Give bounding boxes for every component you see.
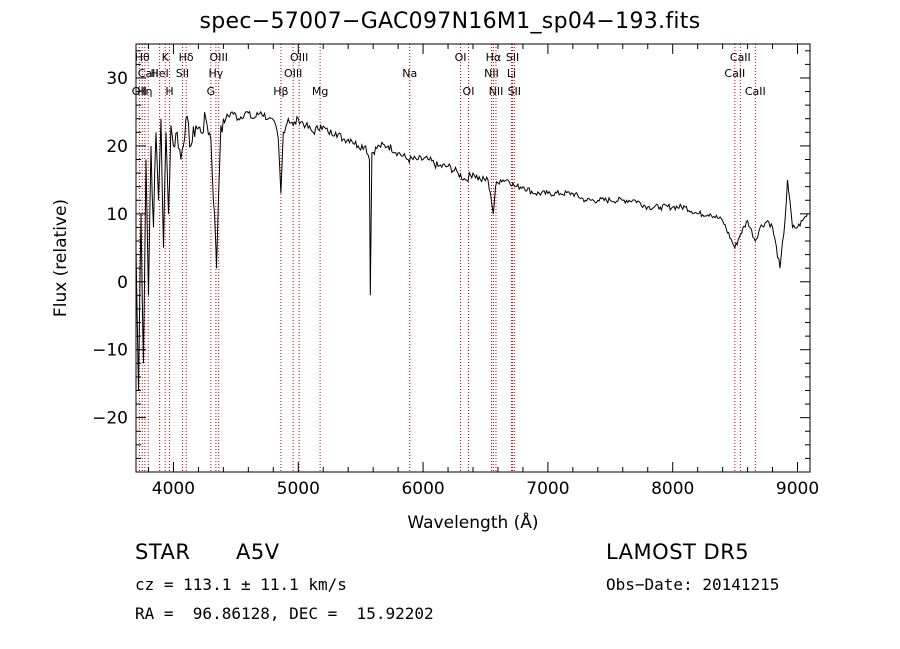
y-tick-label: 0 bbox=[117, 273, 128, 293]
spectral-line-label: NII bbox=[484, 67, 499, 80]
x-tick-label: 6000 bbox=[401, 479, 444, 499]
spectral-line-label: NII bbox=[489, 85, 504, 98]
spectral-line-label: CaII bbox=[745, 85, 766, 98]
x-tick-label: 4000 bbox=[152, 479, 195, 499]
spectral-line-label: SII bbox=[176, 67, 189, 80]
y-tick-label: −10 bbox=[92, 341, 128, 361]
redshift-velocity: cz = 113.1 ± 11.1 km/s bbox=[135, 575, 347, 594]
spectral-line-label: Hη bbox=[137, 85, 152, 98]
spectral-line-label: Hδ bbox=[179, 51, 194, 64]
spectrum-line bbox=[135, 110, 808, 391]
spectrum-series bbox=[135, 110, 808, 391]
spectral-line-label: HeI bbox=[150, 67, 168, 80]
spectral-line-label: SII bbox=[506, 51, 519, 64]
x-tick-label: 5000 bbox=[277, 479, 320, 499]
spectral-line-label: K bbox=[162, 51, 170, 64]
spectral-line-label: G bbox=[207, 85, 216, 98]
y-axis-label: Flux (relative) bbox=[51, 199, 71, 317]
spectral-line-label: Hβ bbox=[273, 85, 288, 98]
observation-date: Obs−Date: 20141215 bbox=[606, 575, 780, 594]
spectral-line-label: SII bbox=[508, 85, 521, 98]
y-tick-label: 20 bbox=[106, 137, 128, 157]
spectral-line-label: CaII bbox=[724, 67, 745, 80]
spectral-line-label: OIII bbox=[210, 51, 228, 64]
survey-name: LAMOST DR5 bbox=[606, 540, 750, 564]
spectral-line-label: Hα bbox=[486, 51, 502, 64]
x-tick-label: 8000 bbox=[651, 479, 694, 499]
y-tick-label: −20 bbox=[92, 409, 128, 429]
axes: 4000 5000 6000 7000 8000 9000 −20 −10 0 10 20 30 Wav… bbox=[51, 43, 819, 533]
x-axis-label: Wavelength (Å) bbox=[407, 511, 538, 533]
chart-title: spec−57007−GAC097N16M1_sp04−193.fits bbox=[199, 9, 701, 34]
spectral-line-label: OIII bbox=[284, 67, 302, 80]
coordinates: RA = 96.86128, DEC = 15.92202 bbox=[135, 604, 434, 623]
spectral-line-label: OIII bbox=[290, 51, 308, 64]
spectral-line-label: CaII bbox=[730, 51, 751, 64]
spectral-line-label: H bbox=[165, 85, 173, 98]
spectral-line-labels: OIIHθHηCaIIHeIKHSIIHδGHγOIIIHβOIIIOIIIMg… bbox=[132, 51, 766, 98]
spectral-subclass: A5V bbox=[236, 540, 280, 564]
spectral-line-label: Hθ bbox=[135, 51, 150, 64]
spectral-line-label: Li bbox=[507, 67, 516, 80]
x-tick-label: 7000 bbox=[526, 479, 569, 499]
spectral-line-label: Mg bbox=[312, 85, 328, 98]
spectral-line-label: OI bbox=[455, 51, 467, 64]
spectral-line-label: Na bbox=[402, 67, 417, 80]
y-tick-label: 30 bbox=[106, 69, 128, 89]
spectral-line-label: Hγ bbox=[208, 67, 223, 80]
spectral-line-markers bbox=[138, 44, 756, 472]
x-tick-label: 9000 bbox=[776, 479, 819, 499]
spectral-line-label: OI bbox=[463, 85, 475, 98]
spectral-line-label: CaII bbox=[138, 67, 159, 80]
plot-frame bbox=[135, 43, 811, 473]
y-tick-label: 10 bbox=[106, 205, 128, 225]
object-class: STAR bbox=[135, 540, 191, 564]
